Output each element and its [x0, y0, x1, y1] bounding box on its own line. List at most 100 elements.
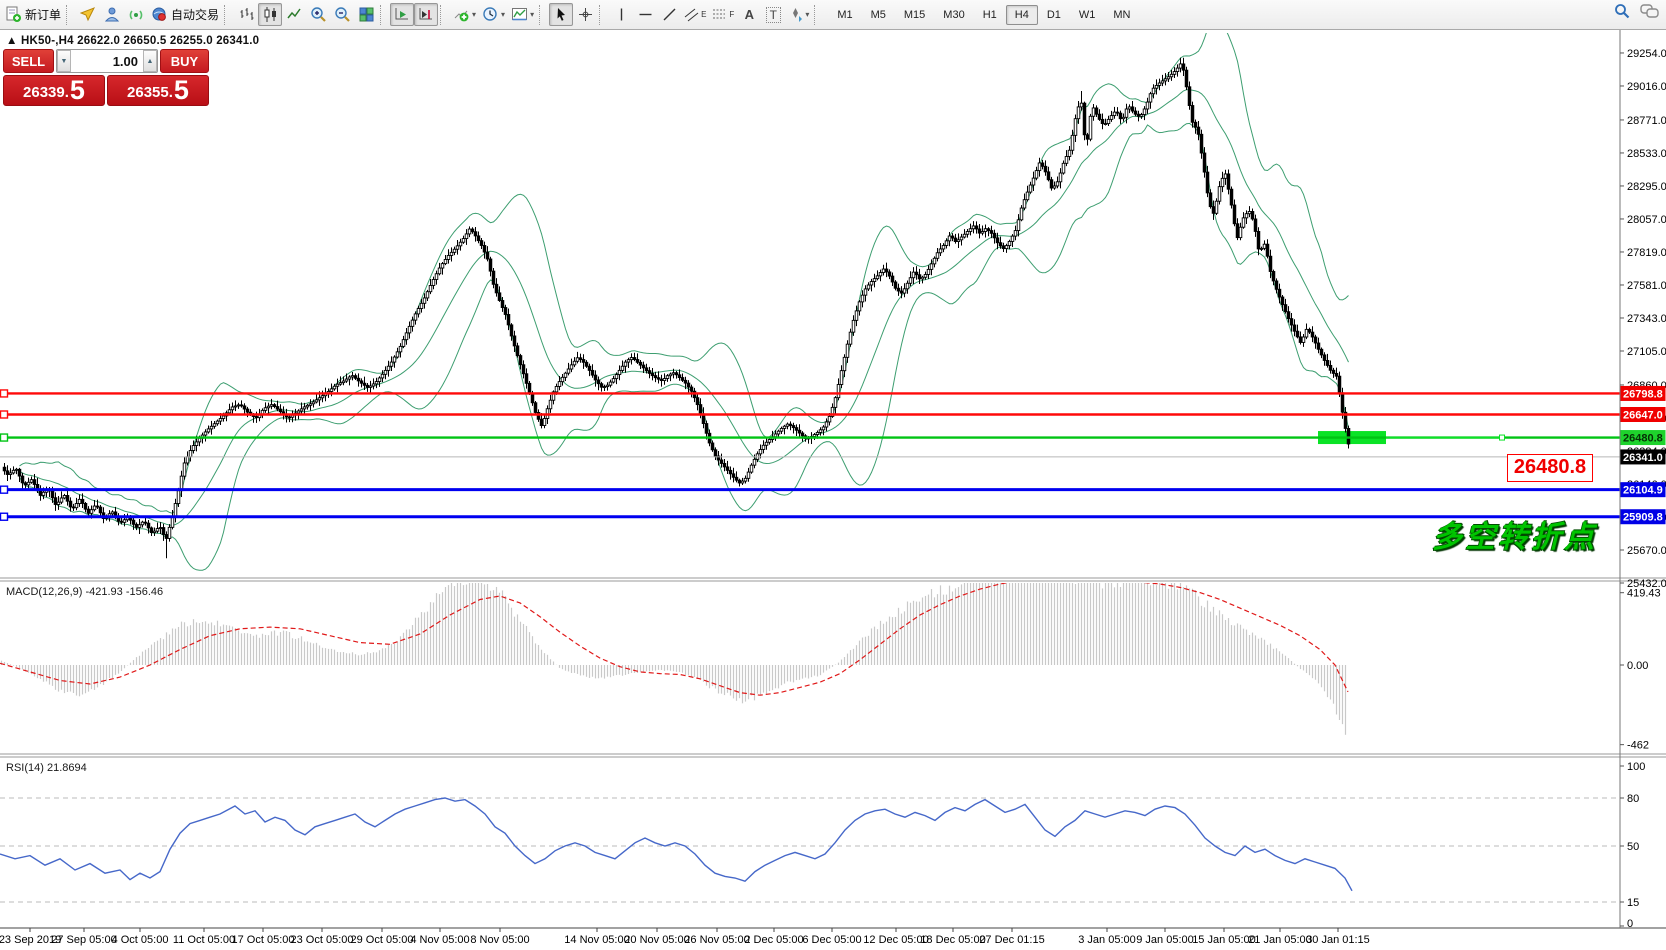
- auto-trading-icon: [152, 7, 166, 21]
- auto-scroll-button[interactable]: [390, 3, 415, 26]
- sell-button[interactable]: SELL: [3, 49, 54, 73]
- time-tick-label: 27 Dec 01:15: [979, 934, 1044, 946]
- price-axis[interactable]: 29254.0 29016.0 28771.0 28533.0 28295.0 28057…: [1620, 48, 1666, 930]
- signal-button[interactable]: [124, 3, 148, 26]
- collapse-triangle-icon[interactable]: ▲: [6, 35, 18, 47]
- time-tick-label: 23 Oct 05:00: [291, 934, 354, 946]
- buy-price-panel[interactable]: 26355. 5: [107, 75, 209, 106]
- volume-increase-button[interactable]: ▲: [143, 50, 157, 72]
- channel-tool[interactable]: E: [681, 3, 709, 26]
- hline-anchor[interactable]: [0, 389, 9, 398]
- time-tick-label: 30 Jan 01:15: [1306, 934, 1370, 946]
- new-order-label: 新订单: [25, 8, 62, 22]
- zoom-in-button[interactable]: [306, 3, 330, 26]
- timeframe-m1[interactable]: M1: [837, 8, 853, 21]
- label-tool[interactable]: T: [761, 3, 785, 26]
- vertical-line-icon: [620, 8, 622, 21]
- tile-windows-button[interactable]: [354, 3, 378, 26]
- timeframe-h4[interactable]: H4: [1005, 4, 1038, 25]
- profile-icon: [104, 7, 119, 22]
- time-tick-label: 12 Dec 05:00: [863, 934, 928, 946]
- toolbar: 新订单: [0, 0, 1666, 30]
- chart-shift-icon: [419, 8, 432, 20]
- time-tick-label: 9 Jan 05:00: [1136, 934, 1194, 946]
- timeframe-h1[interactable]: H1: [982, 8, 997, 21]
- time-tick-label: 27 Sep 05:00: [51, 934, 116, 946]
- market-watch-button[interactable]: [76, 3, 100, 26]
- zoom-out-button[interactable]: [330, 3, 354, 26]
- timeframe-m5[interactable]: M5: [870, 8, 886, 21]
- horizontal-line-tool[interactable]: [633, 3, 657, 26]
- cursor-tool-button[interactable]: [549, 3, 574, 26]
- hline-anchor[interactable]: [0, 485, 9, 494]
- axis-badge-25909.8: [1620, 509, 1666, 525]
- line-chart-icon: [286, 8, 301, 19]
- chart-shift-button[interactable]: [414, 3, 439, 26]
- svg-text:28533.0: 28533.0: [1627, 148, 1666, 160]
- rsi-line: [0, 797, 1353, 892]
- highlight-connector-anchor[interactable]: [1499, 434, 1505, 441]
- new-order-button[interactable]: 新订单: [2, 3, 64, 26]
- timeframe-m15[interactable]: M15: [903, 8, 926, 21]
- svg-text:-462: -462: [1627, 740, 1649, 752]
- volume-decrease-button[interactable]: ▼: [57, 50, 71, 72]
- volume-input[interactable]: 1.00: [112, 53, 138, 69]
- svg-text:25670.0: 25670.0: [1627, 545, 1666, 557]
- time-tick-label: 3 Jan 05:00: [1078, 934, 1136, 946]
- trendline-tool[interactable]: [657, 3, 681, 26]
- symbol-header[interactable]: ▲ HK50-,H4 26622.0 26650.5 26255.0 26341…: [6, 35, 259, 47]
- toolbar-separator: [440, 4, 446, 25]
- toolbar-separator: [380, 4, 386, 25]
- time-tick-label: 14 Nov 05:00: [564, 934, 629, 946]
- timeframe-d1[interactable]: D1: [1046, 8, 1061, 21]
- auto-scroll-icon: [395, 8, 408, 20]
- text-tool[interactable]: A: [737, 3, 761, 26]
- crosshair-tool-button[interactable]: [573, 3, 597, 26]
- bar-chart-icon: [240, 8, 254, 20]
- macd-pane[interactable]: [0, 563, 1349, 735]
- time-tick-label: 15 Jan 05:00: [1192, 934, 1256, 946]
- timeframe-m30[interactable]: M30: [943, 8, 965, 21]
- hline-anchor[interactable]: [0, 410, 9, 419]
- svg-text:27105.0: 27105.0: [1627, 346, 1666, 358]
- search-icon[interactable]: [1614, 3, 1630, 19]
- price-chart-canvas[interactable]: 29254.0 29016.0 28771.0 28533.0 28295.0 28057…: [0, 30, 1666, 950]
- indicators-button[interactable]: ▾: [450, 3, 479, 26]
- rsi-indicator-label: RSI(14) 21.8694: [6, 762, 87, 774]
- candles: [2, 57, 1351, 559]
- volume-box: ▼ 1.00 ▲: [56, 49, 158, 73]
- candlestick-chart-button[interactable]: [258, 3, 283, 26]
- community-chat-icon[interactable]: [1640, 3, 1660, 19]
- auto-trading-button[interactable]: 自动交易: [148, 3, 222, 26]
- buy-button[interactable]: BUY: [160, 49, 209, 73]
- toolbar-separator: [814, 4, 820, 25]
- sell-price-panel[interactable]: 26339. 5: [3, 75, 105, 106]
- line-chart-button[interactable]: [282, 3, 306, 26]
- templates-button[interactable]: ▾: [508, 3, 537, 26]
- arrows-tool[interactable]: ▾: [785, 3, 812, 26]
- periods-button[interactable]: ▾: [479, 3, 508, 26]
- price-level-tag[interactable]: 26480.8: [1507, 453, 1593, 482]
- hline-anchor[interactable]: [0, 512, 9, 521]
- rsi-pane[interactable]: [0, 797, 1620, 903]
- main-price-pane[interactable]: [0, 30, 1620, 571]
- fibonacci-tool[interactable]: F: [709, 3, 737, 26]
- timeframe-mn[interactable]: MN: [1113, 8, 1131, 21]
- svg-text:27819.0: 27819.0: [1627, 247, 1666, 259]
- chart-annotation-text[interactable]: 多空转折点: [1432, 520, 1597, 554]
- chevron-down-icon: ▾: [805, 10, 810, 19]
- timeframe-w1[interactable]: W1: [1078, 8, 1096, 21]
- svg-text:100: 100: [1627, 761, 1645, 773]
- toolbar-separator: [599, 4, 605, 25]
- hline-anchor[interactable]: [0, 433, 9, 442]
- profile-button[interactable]: [100, 3, 124, 26]
- vertical-line-tool[interactable]: [609, 3, 633, 26]
- chart-window: 29254.0 29016.0 28771.0 28533.0 28295.0 28057…: [0, 30, 1666, 950]
- bar-chart-button[interactable]: [234, 3, 258, 26]
- svg-text:28771.0: 28771.0: [1627, 115, 1666, 127]
- trendline-icon: [663, 8, 676, 21]
- toolbar-separator: [224, 4, 230, 25]
- arrows-icon: [793, 8, 803, 22]
